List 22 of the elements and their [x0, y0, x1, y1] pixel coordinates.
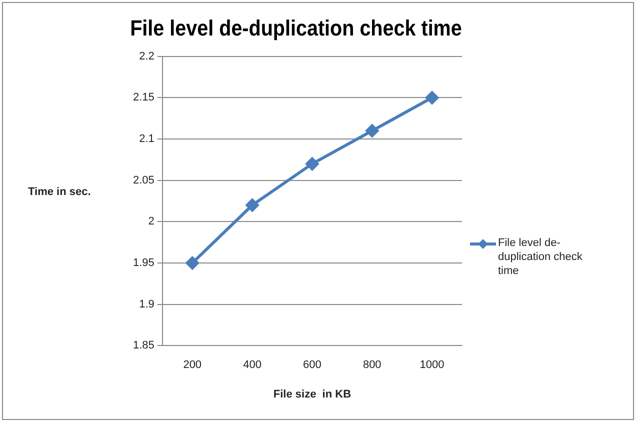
y-tick-label: 2: [148, 216, 154, 228]
y-tick-label: 2.1: [139, 133, 154, 146]
x-axis-title: File size in KB: [273, 388, 352, 400]
y-tick-label: 1.95: [132, 257, 154, 270]
point: [186, 256, 199, 270]
point: [246, 198, 259, 212]
x-tick-label: 600: [303, 359, 322, 372]
x-tick-label: 1000: [420, 359, 444, 372]
y-tick-label: 2.15: [132, 92, 154, 104]
y-tick-label: 1.9: [139, 298, 154, 310]
x-tick-label: 800: [362, 359, 382, 372]
point: [366, 124, 379, 138]
y-tick-label: 2.2: [139, 50, 154, 62]
point: [306, 157, 319, 170]
point: [426, 91, 439, 104]
chart-title: File level de-duplication check time: [130, 16, 462, 41]
legend-label: File level de-duplication check time: [498, 236, 584, 278]
y-tick-label: 1.85: [132, 340, 154, 352]
y-tick-label: 2.05: [132, 174, 154, 186]
x-tick-label: 400: [243, 359, 262, 372]
y-axis-title: Time in sec.: [28, 186, 91, 198]
x-tick-label: 200: [183, 359, 202, 372]
